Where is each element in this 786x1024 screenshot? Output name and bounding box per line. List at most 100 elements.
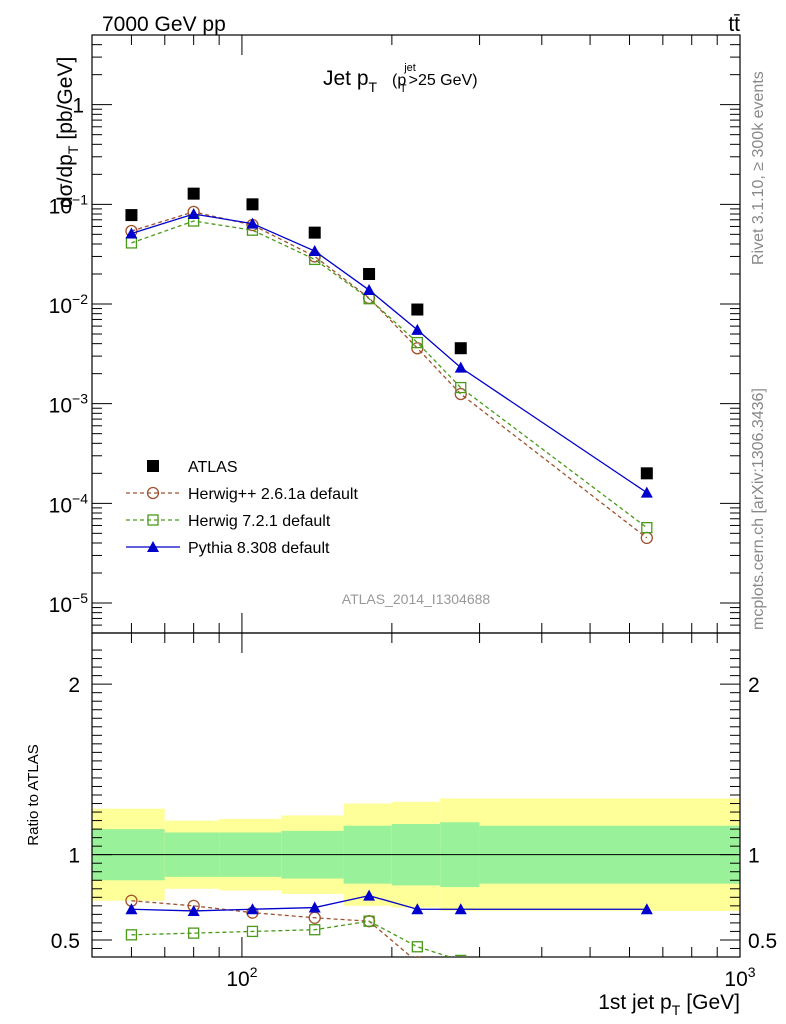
x-axis-label-sub: T xyxy=(672,1002,681,1018)
ratio-tick-label-right: 0.5 xyxy=(748,930,777,953)
plot-title-cut-sup: jet xyxy=(403,62,416,74)
data-point xyxy=(411,323,424,335)
series-line xyxy=(131,211,648,539)
ratio-point xyxy=(640,903,653,915)
ratio-point xyxy=(363,889,376,901)
plot-title-cut-sub: T xyxy=(400,83,407,95)
y-tick-label: 10−4 xyxy=(49,490,89,517)
series-line xyxy=(131,213,648,494)
x-tick-label-base: 10 xyxy=(226,968,249,991)
plot-title: Jet pT xyxy=(323,67,378,95)
ratio-point xyxy=(308,901,321,913)
y-tick-label-exp: −4 xyxy=(72,490,88,506)
ratio-point xyxy=(187,904,200,916)
data-point xyxy=(308,226,321,239)
data-point xyxy=(308,245,321,257)
legend-label: Pythia 8.308 default xyxy=(188,540,330,557)
legend-marker xyxy=(147,460,159,472)
plot-title-cut: (pjet T >25 GeV) xyxy=(392,62,478,95)
ratio-point xyxy=(188,927,200,939)
data-point xyxy=(640,467,653,480)
y-axis-label-main: dσ/dp xyxy=(54,154,77,208)
ratio-point xyxy=(455,954,467,957)
data-point xyxy=(455,381,467,394)
series-2-ratio xyxy=(125,915,652,988)
x-tick-label: 103 xyxy=(724,964,755,991)
x-tick-label-exp: 2 xyxy=(250,964,258,980)
data-point xyxy=(125,227,138,239)
data-point xyxy=(363,284,376,296)
ratio-point xyxy=(411,903,424,915)
ratio-point xyxy=(454,903,467,915)
y-tick-label-base: 10 xyxy=(49,494,72,517)
ratio-tick-label-right: 1 xyxy=(748,845,760,868)
data-point xyxy=(454,361,467,373)
y-tick-label-base: 10 xyxy=(49,195,72,218)
data-point xyxy=(187,207,200,219)
x-tick-label: 102 xyxy=(226,964,257,991)
y-axis-label-unit: [pb/GeV] xyxy=(54,57,77,140)
ratio-point xyxy=(413,955,421,957)
legend-marker xyxy=(147,514,159,526)
y-tick-label-exp: −3 xyxy=(72,391,88,407)
data-point xyxy=(411,303,424,316)
legend: ATLAS Herwig++ 2.6.1a default Herwig 7.2.1… xyxy=(126,459,358,557)
mcplots-label: mcplots.cern.ch [arXiv:1306.3436] xyxy=(750,388,767,630)
x-tick-label-exp: 3 xyxy=(748,964,756,980)
x-tick-label-base: 10 xyxy=(724,968,747,991)
ratio-tick-label-left: 1 xyxy=(68,845,80,868)
series-0-main xyxy=(125,187,653,480)
y-tick-label-exp: −2 xyxy=(72,291,88,307)
x-axis-label-unit: [GeV] xyxy=(686,991,740,1014)
legend-label: ATLAS xyxy=(188,459,238,476)
legend-marker xyxy=(147,541,159,552)
x-axis-label: 1st jet pT [GeV] xyxy=(598,991,740,1018)
energy-label: 7000 GeV pp xyxy=(102,13,226,36)
data-point xyxy=(454,342,467,355)
x-axis-label-main: 1st jet p xyxy=(598,991,672,1014)
series-layer xyxy=(125,187,653,988)
ratio-tick-label-left: 2 xyxy=(68,674,80,697)
plot-title-cut-p: p xyxy=(397,72,406,89)
ratio-point xyxy=(455,969,466,980)
data-point xyxy=(246,198,259,211)
y-tick-label: 10−2 xyxy=(49,291,89,318)
data-point xyxy=(246,217,259,229)
ratio-tick-label-right: 2 xyxy=(748,674,760,697)
ratio-point xyxy=(309,924,321,936)
data-point xyxy=(411,336,423,349)
y-tick-label-base: 10 xyxy=(49,295,72,318)
rivet-label: Rivet 3.1.10, ≥ 300k events xyxy=(750,71,767,265)
y-tick-label-exp: −5 xyxy=(72,590,88,606)
y-tick-label: 10−3 xyxy=(49,391,89,418)
ratio-point xyxy=(363,915,375,927)
series-ratio-line xyxy=(131,920,453,957)
ratio-point xyxy=(125,903,138,915)
ratio-y-axis-label: Ratio to ATLAS xyxy=(25,744,42,845)
ratio-point xyxy=(125,929,138,941)
plot-title-cut-open: ( xyxy=(392,72,398,89)
analysis-label: ATLAS_2014_I1304688 xyxy=(342,591,491,607)
y-tick-label: 10−1 xyxy=(49,191,89,218)
data-point xyxy=(125,209,138,222)
ratio-point xyxy=(411,941,423,953)
series-3-main xyxy=(125,207,653,498)
ratio-tick-label-left: 0.5 xyxy=(51,930,80,953)
data-point xyxy=(187,187,200,200)
data-point xyxy=(454,387,467,401)
data-point xyxy=(363,267,376,280)
ratio-point xyxy=(246,903,259,915)
data-point xyxy=(640,486,653,498)
y-axis-label: dσ/dpT [pb/GeV] xyxy=(54,57,81,208)
series-line xyxy=(131,220,648,529)
legend-marker xyxy=(146,486,160,500)
series-ratio-line xyxy=(131,900,413,957)
ratio-point xyxy=(642,978,652,988)
plot-title-main: Jet p xyxy=(323,67,369,90)
legend-label: Herwig++ 2.6.1a default xyxy=(188,486,358,503)
series-ratio-line xyxy=(131,894,647,912)
y-axis-label-sub: T xyxy=(65,145,81,154)
y-tick-label-base: 10 xyxy=(49,594,72,617)
